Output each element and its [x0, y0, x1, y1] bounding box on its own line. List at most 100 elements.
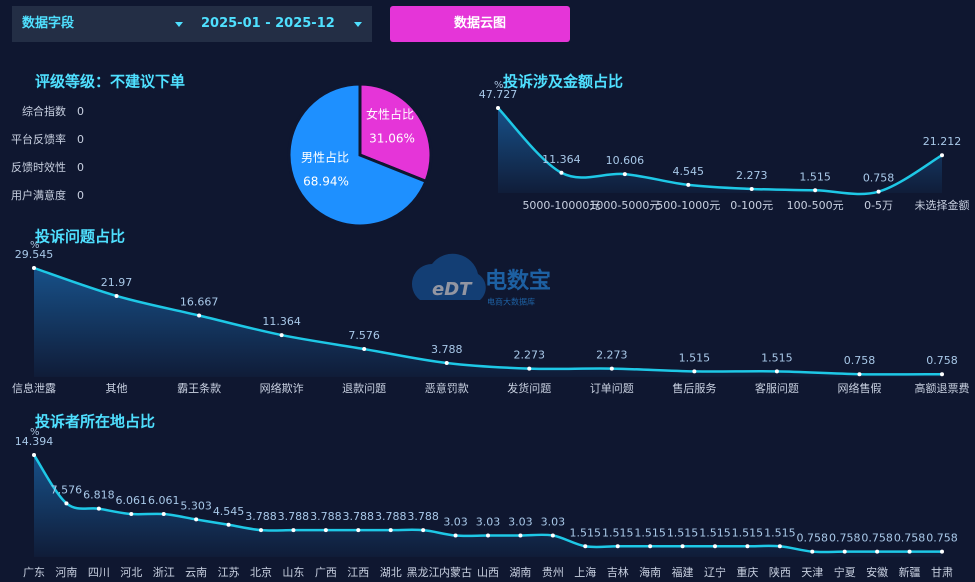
point: [810, 549, 815, 554]
date-range[interactable]: 2025-01 - 2025-12: [201, 16, 335, 31]
point: [64, 501, 69, 506]
chart-title: 投诉者所在地占比: [35, 413, 155, 431]
data-label: 1.515: [667, 526, 699, 539]
data-label: 11.364: [262, 315, 301, 328]
data-label: 6.818: [83, 489, 115, 502]
data-label: 3.03: [541, 516, 566, 529]
point: [453, 533, 458, 538]
point: [813, 188, 818, 193]
field-select[interactable]: 数据字段: [22, 16, 75, 31]
point: [680, 544, 685, 549]
point: [875, 549, 880, 554]
x-tick-label: 山东: [282, 566, 304, 579]
point: [486, 533, 490, 538]
point: [559, 170, 564, 175]
x-tick-label: 吉林: [607, 565, 629, 579]
x-tick-label: 广西: [315, 566, 337, 579]
data-label: 3.788: [310, 510, 342, 523]
rating-title: 评级等级：不建议下单: [35, 73, 185, 91]
x-tick-label: 北京: [250, 565, 272, 579]
watermark-cloud: [411, 253, 486, 300]
point: [32, 453, 36, 457]
x-tick-label: 退款问题: [342, 381, 386, 395]
point: [362, 347, 367, 352]
data-label: 0.758: [894, 532, 926, 545]
point: [527, 366, 532, 371]
watermark: eDT 电数宝 电商大数据库: [411, 253, 551, 307]
point: [686, 182, 691, 187]
x-tick-label: 霸王条款: [177, 381, 221, 395]
point: [745, 544, 750, 549]
rating-label: 平台反馈率: [11, 132, 66, 146]
point: [356, 528, 361, 533]
area: [34, 268, 942, 377]
data-label: 1.515: [570, 526, 602, 539]
unit-label: %: [30, 240, 40, 251]
data-label: 10.606: [606, 154, 645, 167]
chart-title: 投诉涉及金额占比: [503, 73, 623, 91]
data-label: 21.97: [101, 276, 133, 289]
rating-value: 0: [77, 189, 84, 202]
point: [114, 293, 119, 298]
watermark-logo: eDT: [432, 279, 473, 300]
x-tick-label: 5000-10000元: [522, 199, 600, 212]
data-label: 1.515: [679, 351, 711, 364]
x-tick-label: 100-500元: [787, 199, 844, 212]
data-label: 1.515: [602, 526, 634, 539]
data-label: 3.788: [375, 510, 407, 523]
point: [197, 313, 202, 318]
data-label: 0.758: [829, 532, 861, 545]
cloud-button[interactable]: 数据云图: [390, 6, 570, 42]
data-label: 0.758: [926, 354, 958, 367]
data-label: 1.515: [699, 526, 731, 539]
x-tick-label: 网络欺诈: [260, 381, 304, 395]
point: [388, 528, 393, 533]
point: [291, 528, 296, 533]
x-tick-label: 其他: [106, 382, 128, 395]
x-tick-label: 订单问题: [590, 382, 634, 395]
x-tick-label: 湖南: [509, 566, 531, 579]
unit-label: %: [30, 427, 40, 438]
x-tick-label: 宁夏: [834, 565, 856, 579]
watermark-tagline: 电商大数据库: [487, 297, 535, 307]
x-tick-label: 河北: [120, 566, 142, 579]
data-label: 1.515: [732, 526, 764, 539]
data-label: 0.758: [861, 532, 893, 545]
x-tick-label: 江西: [347, 566, 369, 579]
point: [518, 533, 523, 538]
line: [33, 266, 943, 376]
point: [550, 533, 555, 538]
x-tick-label: 恶意罚款: [425, 381, 469, 395]
rating-label: 综合指数: [22, 104, 66, 118]
point: [444, 361, 449, 366]
x-tick-label: 重庆: [736, 565, 758, 579]
point: [609, 366, 614, 371]
point: [842, 549, 847, 554]
data-label: 7.576: [348, 329, 380, 342]
x-tick-label: 江苏: [218, 566, 240, 579]
data-label: 0.758: [926, 532, 958, 545]
point: [857, 372, 862, 377]
x-tick-label: 山西: [477, 566, 499, 579]
data-label: 1.515: [634, 526, 666, 539]
point: [692, 369, 697, 374]
unit-label: %: [494, 80, 504, 91]
data-label: 21.212: [923, 135, 962, 148]
point: [496, 106, 500, 110]
area: [498, 108, 942, 195]
pie-label: 女性占比: [366, 107, 414, 122]
data-label: 5.303: [180, 499, 212, 512]
rating-label: 用户满意度: [11, 188, 66, 202]
rating-value: 0: [77, 161, 84, 174]
point: [129, 512, 134, 517]
data-label: 1.515: [761, 351, 793, 364]
point: [615, 544, 620, 549]
watermark-name: 电数宝: [485, 268, 551, 294]
pie-value-label: 68.94%: [303, 175, 349, 189]
data-label: 3.788: [278, 510, 310, 523]
pie-slice: [358, 82, 433, 184]
point: [907, 549, 912, 554]
x-tick-label: 内蒙古: [439, 565, 472, 579]
x-tick-label: 0-100元: [730, 199, 773, 212]
x-tick-label: 上海: [574, 565, 596, 579]
